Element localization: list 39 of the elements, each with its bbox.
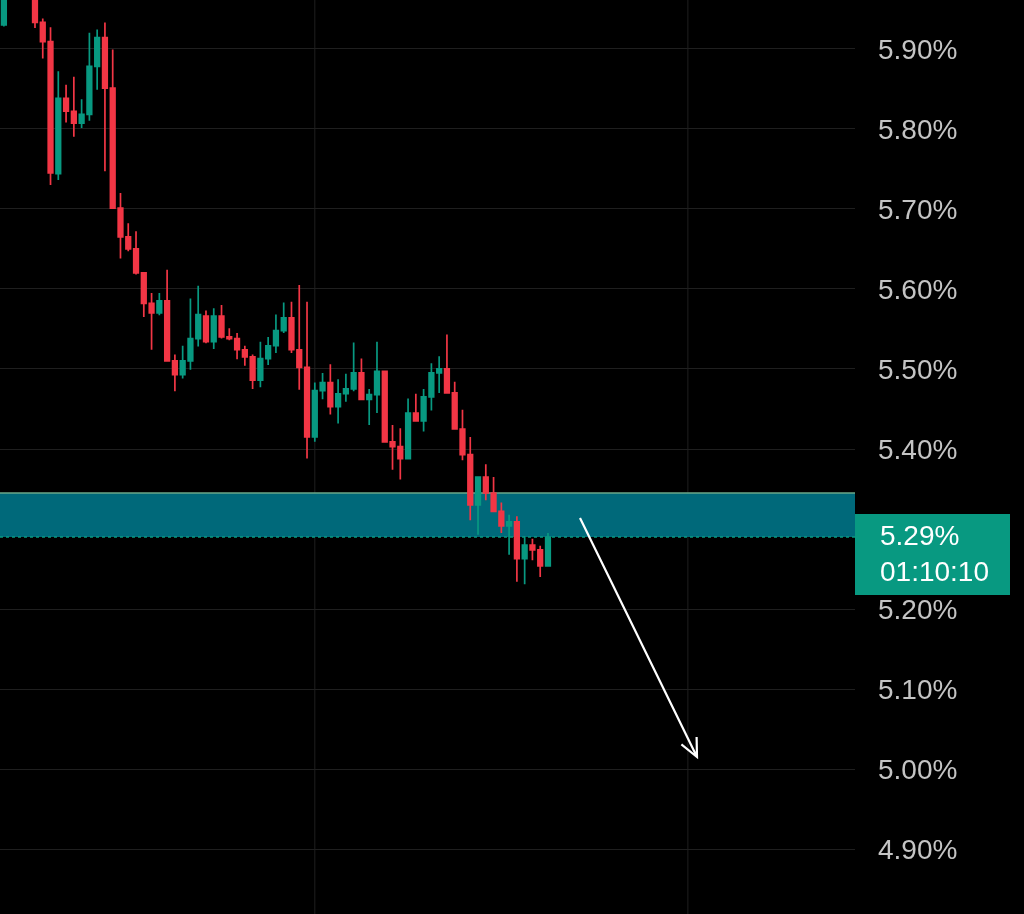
candlestick	[156, 292, 163, 317]
candlestick	[404, 397, 412, 460]
y-tick-label: 5.80%	[878, 113, 958, 145]
y-tick-label: 5.40%	[878, 433, 958, 465]
candlestick	[163, 268, 171, 362]
y-tick-label: 5.20%	[878, 593, 958, 625]
candlestick	[443, 333, 451, 394]
candlestick	[31, 0, 39, 29]
ref-line-label: 5.29% 01:10:10	[880, 520, 989, 588]
y-tick-label: 5.70%	[878, 193, 958, 225]
candlestick	[101, 21, 109, 173]
candlestick	[342, 372, 350, 403]
candlestick	[303, 300, 311, 460]
candlestick	[272, 313, 280, 354]
candlestick	[55, 70, 62, 181]
y-tick-label: 5.60%	[878, 273, 958, 305]
candlestick	[280, 301, 287, 334]
candlestick	[171, 353, 179, 393]
candlestick	[132, 230, 140, 276]
y-tick-label: 5.00%	[878, 753, 958, 785]
candlestick	[210, 307, 217, 350]
candlestick	[513, 515, 521, 583]
candlestick	[334, 378, 342, 425]
y-tick-label: 5.90%	[878, 33, 958, 65]
candlestick	[350, 341, 357, 393]
candlestick	[233, 332, 241, 361]
candlestick	[327, 363, 334, 416]
candlestick	[358, 357, 365, 401]
y-tick-label: 5.50%	[878, 353, 958, 385]
candlestick	[366, 388, 373, 426]
candlestick	[70, 75, 77, 138]
y-tick-label: 4.90%	[878, 833, 958, 865]
candlestick	[0, 0, 8, 28]
y-tick-label: 5.10%	[878, 673, 958, 705]
candlestick	[474, 476, 482, 536]
candlestick	[62, 83, 70, 124]
candlestick	[412, 392, 419, 422]
candlestick	[202, 309, 210, 345]
candlestick	[373, 340, 381, 414]
